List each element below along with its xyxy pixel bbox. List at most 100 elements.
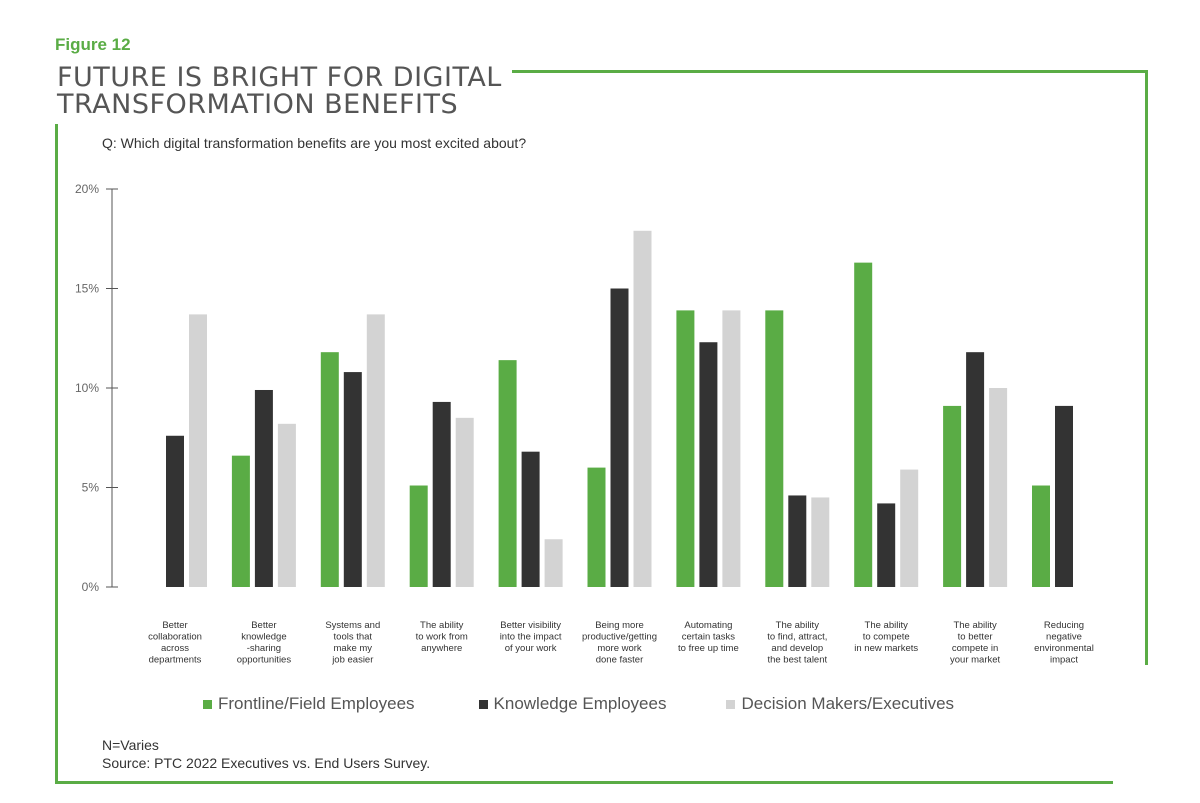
bar-decision — [989, 388, 1008, 587]
category-label: The ability to compete in new markets — [854, 620, 918, 654]
category-label-line: done faster — [596, 655, 644, 666]
bar-decision — [366, 314, 385, 587]
bar-frontline — [587, 467, 606, 587]
legend-item-frontline: Frontline/Field Employees — [203, 694, 415, 714]
chart-title-line-2: TRANSFORMATION BENEFITS — [57, 89, 459, 120]
category-label: The ability to better compete in your marke… — [950, 620, 1001, 666]
y-tick-label: 5% — [82, 481, 100, 495]
legend-label-frontline: Frontline/Field Employees — [218, 694, 415, 713]
chart-title: FUTURE IS BRIGHT FOR DIGITAL TRANSFORMAT… — [57, 64, 502, 118]
bar-frontline — [765, 310, 784, 587]
category-label-line: Better — [251, 620, 276, 631]
bar-knowledge — [254, 389, 273, 587]
category-label-line: Better visibility — [500, 620, 561, 631]
category-label: Better visibility into the impact of your … — [500, 620, 562, 654]
footnote-source: Source: PTC 2022 Executives vs. End User… — [102, 755, 431, 771]
bar-frontline — [943, 405, 962, 587]
category-label-line: into the impact — [500, 632, 562, 643]
bar-knowledge — [788, 495, 807, 587]
bar-decision — [189, 314, 207, 587]
bar-decision — [722, 310, 741, 587]
category-label-line: opportunities — [237, 655, 292, 666]
category-label-line: and develop — [771, 643, 823, 654]
category-label-line: Systems and — [325, 620, 380, 631]
legend-item-knowledge: Knowledge Employees — [478, 694, 667, 714]
y-tick-label: 20% — [75, 182, 99, 196]
bar-frontline — [1032, 485, 1050, 587]
category-label-line: The ability — [420, 620, 464, 631]
bar-frontline — [231, 455, 250, 587]
bar-decision — [811, 497, 830, 587]
category-label-line: anywhere — [421, 643, 462, 654]
category-label-line: departments — [149, 655, 202, 666]
y-tick-label: 0% — [82, 580, 100, 594]
survey-question: Q: Which digital transformation benefits… — [102, 135, 527, 151]
category-label: Better knowledge -sharing opportunities — [237, 620, 292, 666]
category-label: The ability to work from anywhere — [416, 620, 468, 654]
category-label-line: in new markets — [854, 643, 918, 654]
category-label-line: job easier — [331, 655, 373, 666]
category-label: Automating certain tasks to free up time — [678, 620, 739, 654]
figure-label: Figure 12 — [55, 35, 131, 54]
category-label: Better collaboration across departments — [148, 620, 202, 666]
category-label: The ability to find, attract, and develop t… — [767, 620, 827, 666]
category-label-line: certain tasks — [682, 632, 736, 643]
category-label-line: negative — [1046, 632, 1082, 643]
bar-decision — [633, 230, 652, 588]
bar-knowledge — [699, 342, 718, 587]
legend-swatch-frontline — [203, 699, 212, 709]
category-label-line: across — [161, 643, 189, 654]
legend-item-decision: Decision Makers/Executives — [726, 694, 954, 714]
footnote: N=Varies Source: PTC 2022 Executives vs.… — [102, 736, 430, 772]
category-label-line: the best talent — [767, 655, 827, 666]
category-label-line: The ability — [865, 620, 909, 631]
category-label-line: more work — [597, 643, 642, 654]
category-label-line: tools that — [334, 632, 373, 643]
y-tick-label: 15% — [75, 282, 99, 296]
frame-right-border — [1145, 70, 1148, 665]
category-label-line: to free up time — [678, 643, 739, 654]
category-label-line: The ability — [776, 620, 820, 631]
bar-frontline — [676, 310, 695, 587]
legend-label-decision: Decision Makers/Executives — [741, 694, 955, 713]
chart-legend: Frontline/Field Employees Knowledge Empl… — [203, 694, 954, 714]
frame-top-border — [512, 70, 1148, 73]
bar-frontline — [320, 352, 339, 587]
bar-knowledge — [166, 435, 184, 587]
legend-swatch-decision — [726, 699, 736, 709]
bar-knowledge — [343, 372, 362, 587]
category-label-line: to find, attract, — [767, 632, 827, 643]
bar-knowledge — [432, 401, 451, 587]
footnote-n: N=Varies — [102, 737, 159, 753]
bar-knowledge — [521, 451, 540, 587]
category-label-line: of your work — [505, 643, 557, 654]
category-label-line: productive/getting — [582, 632, 657, 643]
category-label-line: -sharing — [247, 643, 281, 654]
bar-knowledge — [1055, 405, 1073, 587]
bar-knowledge — [610, 288, 629, 587]
category-label-line: Reducing — [1044, 620, 1084, 631]
category-label: Reducing negative environmental impact — [1034, 620, 1094, 666]
y-tick-label: 10% — [75, 381, 99, 395]
category-label-line: impact — [1050, 655, 1078, 666]
bar-frontline — [854, 262, 873, 587]
category-label-line: environmental — [1034, 643, 1094, 654]
legend-label-knowledge: Knowledge Employees — [493, 694, 667, 713]
bar-frontline — [498, 360, 517, 587]
bar-knowledge — [877, 503, 896, 587]
category-label-line: to compete — [863, 632, 910, 643]
category-label-line: knowledge — [241, 632, 286, 643]
category-label-line: collaboration — [148, 632, 202, 643]
bar-decision — [900, 469, 919, 587]
category-label-line: compete in — [952, 643, 998, 654]
bar-frontline — [409, 485, 428, 587]
category-label: Being more productive/getting more work don… — [582, 620, 657, 666]
category-label-line: Being more — [595, 620, 644, 631]
frame-bottom-border — [55, 781, 1113, 784]
category-label-line: make my — [334, 643, 373, 654]
bar-knowledge — [966, 352, 985, 587]
category-label-line: Automating — [684, 620, 732, 631]
category-label: Systems and tools that make my job easier — [325, 620, 380, 666]
category-label-line: The ability — [953, 620, 997, 631]
